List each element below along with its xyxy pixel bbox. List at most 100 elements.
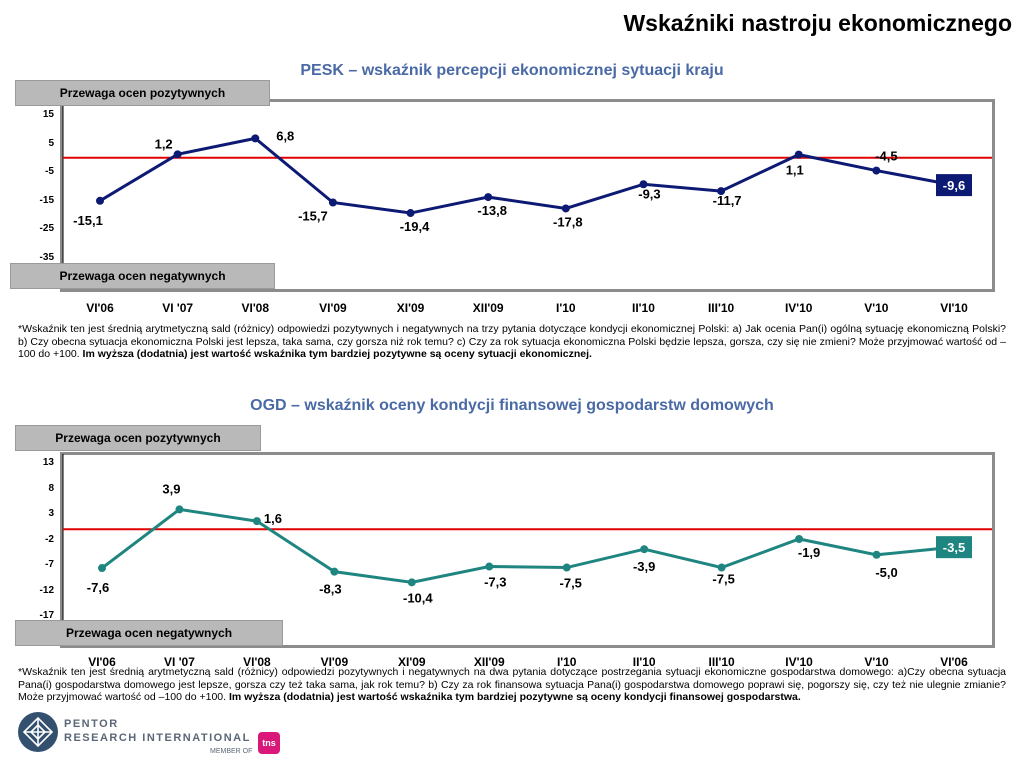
- data-label: 3,9: [162, 481, 180, 496]
- x-tick-label: VI'09: [320, 655, 349, 669]
- pentor-logo: PENTOR RESEARCH INTERNATIONAL MEMBER OF …: [14, 706, 284, 762]
- data-label: -9,3: [638, 186, 660, 201]
- data-point: [330, 567, 339, 576]
- x-tick-label: VI'08: [241, 301, 270, 315]
- y-tick-label: -15: [39, 194, 54, 206]
- ogd-chart-title: OGD – wskaźnik oceny kondycji finansowej…: [250, 397, 774, 414]
- data-label: -10,4: [403, 590, 433, 605]
- data-label: -7,3: [484, 575, 506, 590]
- pesk-chart-frame: [60, 99, 995, 292]
- data-label: -7,6: [87, 580, 109, 595]
- data-point: [795, 534, 804, 543]
- x-tick-label: I'10: [556, 655, 577, 669]
- data-point: [485, 562, 494, 571]
- data-point: [252, 517, 261, 526]
- last-value-label: -3,5: [943, 540, 965, 555]
- y-tick-label: -7: [45, 559, 54, 570]
- data-label: -5,0: [875, 565, 897, 580]
- x-tick-label: III'10: [707, 301, 735, 315]
- x-tick-label: XII'09: [473, 655, 505, 669]
- logo-line1: PENTOR: [64, 718, 119, 730]
- last-value-box: [936, 536, 972, 559]
- data-point: [717, 187, 726, 196]
- series-line: [99, 136, 955, 215]
- data-label: 1,1: [786, 163, 804, 178]
- x-tick-label: V'10: [864, 655, 889, 669]
- data-label: -7,5: [560, 576, 582, 591]
- pesk-positive-tag: Przewaga ocen pozytywnych: [15, 80, 270, 106]
- ogd-negative-tag: Przewaga ocen negatywnych: [15, 620, 283, 646]
- data-point: [562, 563, 571, 572]
- data-point: [328, 198, 337, 207]
- data-point: [406, 209, 415, 218]
- last-value-label: -9,6: [943, 178, 965, 193]
- x-tick-label: VI'08: [243, 655, 271, 669]
- data-label: -1,9: [798, 545, 820, 560]
- y-tick-label: -25: [39, 223, 54, 234]
- data-point: [872, 166, 881, 175]
- data-label: 1,6: [264, 511, 282, 526]
- data-point: [794, 150, 803, 159]
- data-point: [407, 578, 416, 587]
- x-tick-label: II'10: [632, 655, 656, 669]
- y-tick-label: -17: [39, 610, 54, 621]
- x-tick-label: VI'09: [319, 301, 347, 315]
- data-label: -4,5: [875, 149, 897, 164]
- x-tick-label: VI'06: [940, 655, 968, 669]
- data-label: -19,4: [400, 219, 430, 234]
- series-line: [101, 507, 955, 584]
- logo-line2: RESEARCH INTERNATIONAL: [64, 732, 251, 744]
- data-label: -17,8: [553, 214, 583, 229]
- x-tick-label: II'10: [632, 301, 655, 315]
- ogd-footnote: *Wskaźnik ten jest średnią arytmetyczną …: [18, 666, 1006, 704]
- data-point: [717, 563, 726, 572]
- data-label: -3,9: [633, 559, 655, 574]
- data-point: [251, 134, 260, 143]
- ogd-footnote-text: *Wskaźnik ten jest średnią arytmetyczną …: [18, 666, 1006, 703]
- ogd-positive-tag: Przewaga ocen pozytywnych: [15, 425, 261, 451]
- data-point: [175, 505, 184, 514]
- data-point: [98, 564, 106, 573]
- data-label: -8,3: [319, 582, 341, 597]
- pesk-footnote-bold: Im wyższa (dodatnia) jest wartość wskaźn…: [82, 348, 592, 360]
- x-tick-label: XI'09: [396, 301, 425, 315]
- x-tick-label: IV'10: [785, 655, 813, 669]
- data-label: -15,7: [298, 208, 328, 223]
- pesk-footnote: *Wskaźnik ten jest średnią arytmetyczną …: [18, 323, 1006, 361]
- ogd-chart-plot: -7,6 3,9 1,6 -8,3 -10,4 -7,3 -7,5 -3,9 -7,5 -1,9 -…: [62, 454, 992, 645]
- tns-logo: tns: [258, 732, 280, 754]
- data-point: [640, 545, 649, 554]
- y-tick-label: 5: [48, 137, 54, 149]
- x-tick-label: VI'06: [88, 655, 116, 669]
- data-point: [96, 196, 104, 205]
- x-tick-label: IV'10: [784, 301, 813, 315]
- data-point: [484, 193, 493, 202]
- data-point: [872, 550, 881, 559]
- pesk-chart-plot: -15,1 1,2 6,8 -15,7 -19,4 -13,8 -17,8 -9,3 -11,7…: [62, 101, 992, 289]
- pesk-chart-title: PESK – wskaźnik percepcji ekonomicznej s…: [300, 62, 724, 79]
- y-tick-label: 8: [48, 482, 54, 494]
- x-tick-label: VI'06: [86, 301, 114, 315]
- x-tick-label: VI '07: [164, 655, 195, 669]
- y-tick-label: 15: [42, 109, 54, 120]
- data-label: 6,8: [276, 128, 294, 143]
- x-tick-label: V'10: [864, 301, 889, 315]
- ogd-chart-frame: [60, 452, 995, 648]
- page-title: Wskaźniki nastroju ekonomicznego: [623, 10, 1012, 36]
- data-point: [561, 204, 570, 213]
- x-tick-label: I'10: [556, 301, 576, 315]
- y-tick-label: -12: [39, 584, 54, 596]
- logo-member: MEMBER OF: [210, 748, 253, 755]
- y-tick-label: -2: [45, 533, 54, 545]
- x-tick-label: VI '07: [162, 301, 194, 315]
- x-tick-label: XI'09: [398, 655, 426, 669]
- y-tick-label: -35: [39, 251, 54, 263]
- y-tick-label: 3: [48, 508, 54, 519]
- x-tick-label: VI'10: [940, 301, 968, 315]
- last-value-box: [936, 174, 972, 197]
- data-label: -15,1: [73, 213, 103, 228]
- x-tick-label: XII'09: [472, 301, 504, 315]
- pesk-negative-tag: Przewaga ocen negatywnych: [10, 263, 275, 289]
- data-label: -7,5: [712, 572, 734, 587]
- data-point: [639, 180, 648, 189]
